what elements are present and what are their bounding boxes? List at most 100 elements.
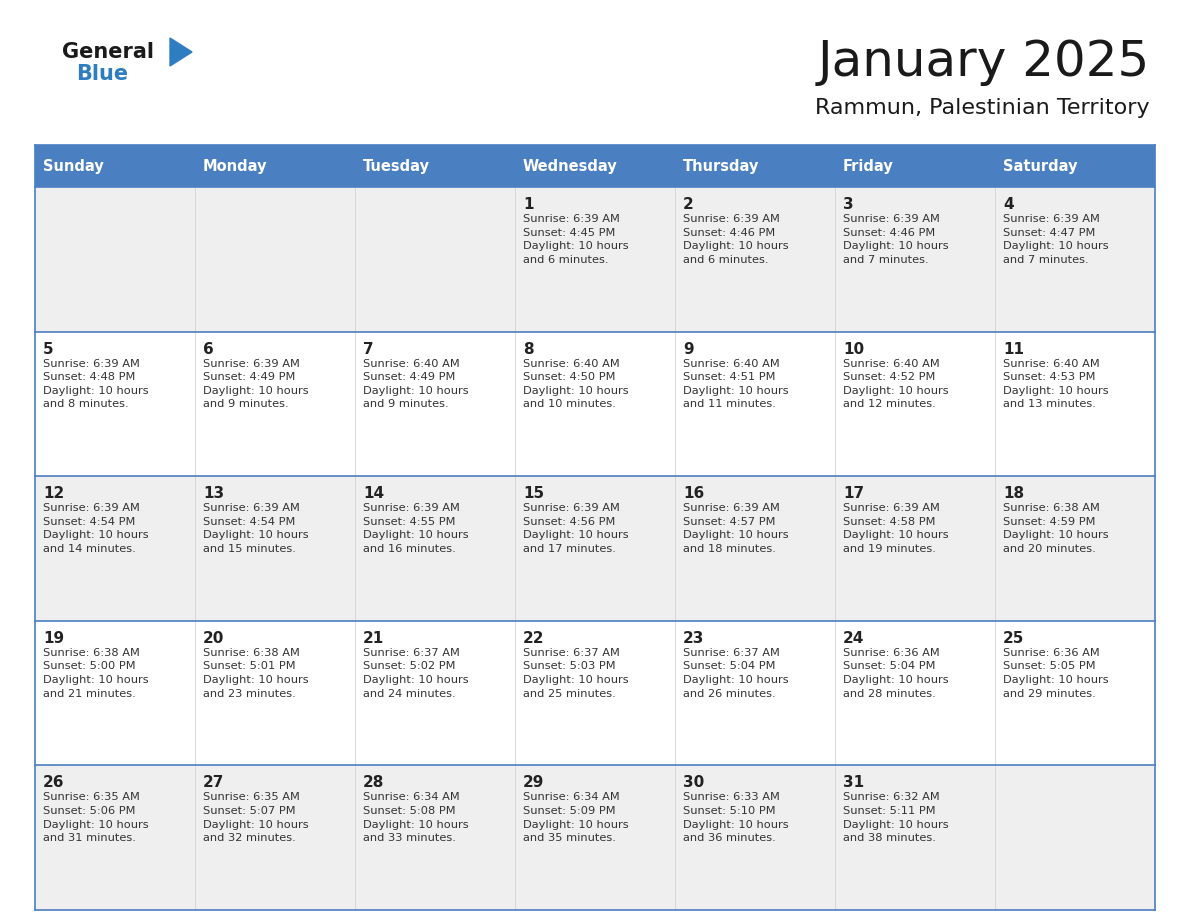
Text: 13: 13 [203,487,225,501]
Bar [516,766,675,910]
Text: Rammun, Palestinian Territory: Rammun, Palestinian Territory [815,98,1150,118]
Polygon shape [170,38,192,66]
Bar [34,476,195,621]
Text: Sunrise: 6:32 AM
Sunset: 5:11 PM
Daylight: 10 hours
and 38 minutes.: Sunrise: 6:32 AM Sunset: 5:11 PM Dayligh… [843,792,949,844]
Text: Sunrise: 6:39 AM
Sunset: 4:45 PM
Daylight: 10 hours
and 6 minutes.: Sunrise: 6:39 AM Sunset: 4:45 PM Dayligh… [523,214,628,264]
Text: 4: 4 [1003,197,1013,212]
Text: 29: 29 [523,776,544,790]
Bar [996,621,1155,766]
Text: Sunrise: 6:39 AM
Sunset: 4:48 PM
Daylight: 10 hours
and 8 minutes.: Sunrise: 6:39 AM Sunset: 4:48 PM Dayligh… [43,359,148,409]
Bar [675,331,835,476]
Text: 3: 3 [843,197,854,212]
Bar [516,187,675,331]
Text: 17: 17 [843,487,864,501]
Bar [835,621,996,766]
Bar [195,621,355,766]
Text: 18: 18 [1003,487,1024,501]
Text: Sunrise: 6:39 AM
Sunset: 4:46 PM
Daylight: 10 hours
and 6 minutes.: Sunrise: 6:39 AM Sunset: 4:46 PM Dayligh… [683,214,789,264]
Text: Sunday: Sunday [43,159,103,174]
Text: Sunrise: 6:33 AM
Sunset: 5:10 PM
Daylight: 10 hours
and 36 minutes.: Sunrise: 6:33 AM Sunset: 5:10 PM Dayligh… [683,792,789,844]
Text: Sunrise: 6:40 AM
Sunset: 4:49 PM
Daylight: 10 hours
and 9 minutes.: Sunrise: 6:40 AM Sunset: 4:49 PM Dayligh… [364,359,468,409]
Bar [516,145,675,187]
Text: 27: 27 [203,776,225,790]
Bar [835,145,996,187]
Text: 22: 22 [523,631,544,645]
Text: 15: 15 [523,487,544,501]
Bar [195,145,355,187]
Text: Sunrise: 6:37 AM
Sunset: 5:03 PM
Daylight: 10 hours
and 25 minutes.: Sunrise: 6:37 AM Sunset: 5:03 PM Dayligh… [523,648,628,699]
Bar [355,145,516,187]
Bar [34,187,195,331]
Text: Sunrise: 6:39 AM
Sunset: 4:57 PM
Daylight: 10 hours
and 18 minutes.: Sunrise: 6:39 AM Sunset: 4:57 PM Dayligh… [683,503,789,554]
Text: Sunrise: 6:39 AM
Sunset: 4:49 PM
Daylight: 10 hours
and 9 minutes.: Sunrise: 6:39 AM Sunset: 4:49 PM Dayligh… [203,359,309,409]
Bar [996,766,1155,910]
Text: 2: 2 [683,197,694,212]
Text: Sunrise: 6:39 AM
Sunset: 4:47 PM
Daylight: 10 hours
and 7 minutes.: Sunrise: 6:39 AM Sunset: 4:47 PM Dayligh… [1003,214,1108,264]
Text: 12: 12 [43,487,64,501]
Text: 7: 7 [364,341,373,356]
Text: 5: 5 [43,341,53,356]
Text: Sunrise: 6:34 AM
Sunset: 5:08 PM
Daylight: 10 hours
and 33 minutes.: Sunrise: 6:34 AM Sunset: 5:08 PM Dayligh… [364,792,468,844]
Bar [516,621,675,766]
Text: Sunrise: 6:38 AM
Sunset: 4:59 PM
Daylight: 10 hours
and 20 minutes.: Sunrise: 6:38 AM Sunset: 4:59 PM Dayligh… [1003,503,1108,554]
Bar [195,766,355,910]
Text: 24: 24 [843,631,865,645]
Text: January 2025: January 2025 [817,38,1150,86]
Text: Sunrise: 6:39 AM
Sunset: 4:56 PM
Daylight: 10 hours
and 17 minutes.: Sunrise: 6:39 AM Sunset: 4:56 PM Dayligh… [523,503,628,554]
Bar [355,476,516,621]
Text: 1: 1 [523,197,533,212]
Bar [355,766,516,910]
Text: 14: 14 [364,487,384,501]
Text: Sunrise: 6:39 AM
Sunset: 4:46 PM
Daylight: 10 hours
and 7 minutes.: Sunrise: 6:39 AM Sunset: 4:46 PM Dayligh… [843,214,949,264]
Text: Sunrise: 6:39 AM
Sunset: 4:55 PM
Daylight: 10 hours
and 16 minutes.: Sunrise: 6:39 AM Sunset: 4:55 PM Dayligh… [364,503,468,554]
Bar [835,766,996,910]
Bar [835,476,996,621]
Text: Sunrise: 6:40 AM
Sunset: 4:52 PM
Daylight: 10 hours
and 12 minutes.: Sunrise: 6:40 AM Sunset: 4:52 PM Dayligh… [843,359,949,409]
Bar [675,621,835,766]
Bar [195,476,355,621]
Bar [195,331,355,476]
Text: Wednesday: Wednesday [523,159,618,174]
Text: 9: 9 [683,341,694,356]
Text: Sunrise: 6:37 AM
Sunset: 5:02 PM
Daylight: 10 hours
and 24 minutes.: Sunrise: 6:37 AM Sunset: 5:02 PM Dayligh… [364,648,468,699]
Text: 23: 23 [683,631,704,645]
Text: 10: 10 [843,341,864,356]
Bar [34,766,195,910]
Text: 25: 25 [1003,631,1024,645]
Text: Sunrise: 6:36 AM
Sunset: 5:04 PM
Daylight: 10 hours
and 28 minutes.: Sunrise: 6:36 AM Sunset: 5:04 PM Dayligh… [843,648,949,699]
Text: Monday: Monday [203,159,267,174]
Bar [835,331,996,476]
Bar [996,476,1155,621]
Text: 30: 30 [683,776,704,790]
Bar [996,145,1155,187]
Bar [675,145,835,187]
Text: Sunrise: 6:39 AM
Sunset: 4:58 PM
Daylight: 10 hours
and 19 minutes.: Sunrise: 6:39 AM Sunset: 4:58 PM Dayligh… [843,503,949,554]
Text: Friday: Friday [843,159,893,174]
Text: 16: 16 [683,487,704,501]
Bar [516,331,675,476]
Text: 21: 21 [364,631,384,645]
Text: 20: 20 [203,631,225,645]
Text: 19: 19 [43,631,64,645]
Text: Thursday: Thursday [683,159,759,174]
Text: Sunrise: 6:35 AM
Sunset: 5:07 PM
Daylight: 10 hours
and 32 minutes.: Sunrise: 6:35 AM Sunset: 5:07 PM Dayligh… [203,792,309,844]
Bar [34,331,195,476]
Bar [195,187,355,331]
Text: Saturday: Saturday [1003,159,1078,174]
Bar [34,145,195,187]
Text: Sunrise: 6:39 AM
Sunset: 4:54 PM
Daylight: 10 hours
and 14 minutes.: Sunrise: 6:39 AM Sunset: 4:54 PM Dayligh… [43,503,148,554]
Text: Sunrise: 6:37 AM
Sunset: 5:04 PM
Daylight: 10 hours
and 26 minutes.: Sunrise: 6:37 AM Sunset: 5:04 PM Dayligh… [683,648,789,699]
Text: Sunrise: 6:36 AM
Sunset: 5:05 PM
Daylight: 10 hours
and 29 minutes.: Sunrise: 6:36 AM Sunset: 5:05 PM Dayligh… [1003,648,1108,699]
Text: 26: 26 [43,776,64,790]
Text: Sunrise: 6:38 AM
Sunset: 5:00 PM
Daylight: 10 hours
and 21 minutes.: Sunrise: 6:38 AM Sunset: 5:00 PM Dayligh… [43,648,148,699]
Text: 11: 11 [1003,341,1024,356]
Text: Sunrise: 6:34 AM
Sunset: 5:09 PM
Daylight: 10 hours
and 35 minutes.: Sunrise: 6:34 AM Sunset: 5:09 PM Dayligh… [523,792,628,844]
Text: 31: 31 [843,776,864,790]
Text: Sunrise: 6:35 AM
Sunset: 5:06 PM
Daylight: 10 hours
and 31 minutes.: Sunrise: 6:35 AM Sunset: 5:06 PM Dayligh… [43,792,148,844]
Bar [516,476,675,621]
Text: Sunrise: 6:40 AM
Sunset: 4:50 PM
Daylight: 10 hours
and 10 minutes.: Sunrise: 6:40 AM Sunset: 4:50 PM Dayligh… [523,359,628,409]
Bar [675,476,835,621]
Text: 6: 6 [203,341,214,356]
Bar [996,331,1155,476]
Bar [835,187,996,331]
